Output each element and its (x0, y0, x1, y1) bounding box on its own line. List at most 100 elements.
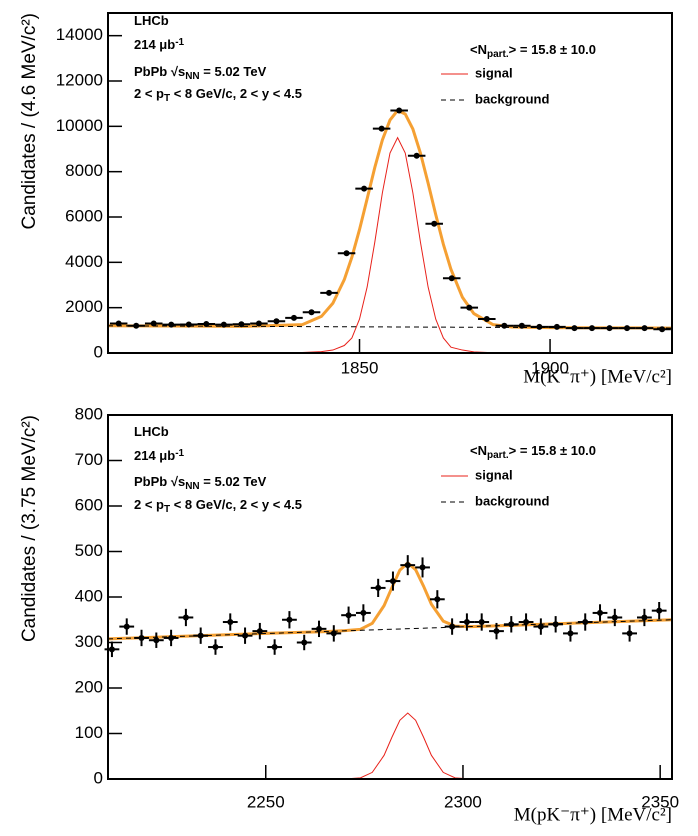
annotation-part: NN (185, 71, 199, 82)
data-point (434, 596, 441, 603)
y-tick-label: 6000 (65, 206, 103, 225)
x-tick-label: 1900 (531, 358, 569, 377)
curves (108, 560, 672, 779)
data-point (518, 322, 525, 329)
data-point (597, 609, 604, 616)
data-point (133, 322, 140, 329)
data-point (256, 628, 263, 635)
annotation: 2 < pT < 8 GeV/c, 2 < y < 4.5 (134, 497, 302, 515)
y-tick-label: 300 (75, 632, 103, 651)
data-point (271, 644, 278, 651)
data-point (286, 616, 293, 623)
data-point (227, 619, 234, 626)
data-point (449, 623, 456, 630)
x-tick-label: 1850 (341, 358, 379, 377)
data-point (290, 314, 297, 321)
data-point (123, 623, 130, 630)
data-point (659, 326, 666, 333)
annotation-part: <N (470, 443, 487, 458)
data-point (588, 325, 595, 332)
annotation-part: 214 μb (134, 448, 175, 463)
data-point (463, 619, 470, 626)
data-point (553, 323, 560, 330)
y-tick-label: 10000 (56, 116, 103, 135)
fit-curve (108, 712, 672, 779)
y-tick-label: 700 (75, 450, 103, 469)
data-point (466, 304, 473, 311)
y-tick-label: 200 (75, 677, 103, 696)
data-point (308, 309, 315, 316)
annotation-part: NN (185, 481, 199, 492)
y-tick-label: 400 (75, 586, 103, 605)
data-point (220, 321, 227, 328)
annotation-part: PbPb √s (134, 64, 185, 79)
data-point (493, 628, 500, 635)
data-point (419, 564, 426, 571)
data-point (448, 275, 455, 282)
data-point (478, 619, 485, 626)
data-point (273, 318, 280, 325)
data-point (483, 316, 490, 322)
data-point (404, 562, 411, 569)
data-point (656, 607, 663, 614)
data-point (168, 634, 175, 641)
data-point (197, 632, 204, 639)
y-tick-label: 0 (94, 342, 103, 361)
data-point (641, 614, 648, 621)
data-point (375, 584, 382, 591)
annotation-part: -1 (175, 37, 184, 48)
annotation-part: > = 15.8 ± 10.0 (509, 443, 596, 458)
annotation-part: <N (470, 42, 487, 57)
data-point (413, 152, 420, 159)
y-tick-label: 8000 (65, 161, 103, 180)
data-point (343, 250, 350, 257)
data-point (238, 321, 245, 328)
x-tick-label: 2300 (444, 792, 482, 811)
fit-curve (108, 108, 672, 330)
data-point (396, 107, 403, 114)
x-axis-label: M(pK⁻π⁺) [MeV/c²] (514, 804, 672, 825)
data-point (536, 323, 543, 330)
annotation-part: < 8 GeV/c, 2 < y < 4.5 (170, 497, 302, 512)
data-point (537, 623, 544, 630)
y-axis-label: Candidates / (3.75 MeV/c²) (19, 415, 40, 642)
data-point (567, 630, 574, 637)
annotation: LHCb (134, 13, 169, 28)
data-point (203, 320, 210, 327)
data-point (523, 619, 530, 626)
y-tick-label: 600 (75, 495, 103, 514)
y-tick-label: 800 (75, 404, 103, 423)
legend-label: signal (475, 65, 513, 80)
data-point (508, 621, 515, 628)
y-tick-label: 100 (75, 723, 103, 742)
data-point (389, 578, 396, 585)
y-tick-label: 2000 (65, 297, 103, 316)
data-point (626, 630, 633, 637)
data-point (138, 634, 145, 641)
data-point (108, 646, 115, 653)
y-tick-label: 500 (75, 541, 103, 560)
data-point (153, 637, 160, 644)
legend-label: background (475, 493, 549, 508)
x-tick-label: 2250 (247, 792, 285, 811)
annotation-part: PbPb √s (134, 474, 185, 489)
data-point (316, 625, 323, 632)
annotation: PbPb √sNN = 5.02 TeV (134, 64, 267, 82)
data-point (361, 185, 368, 192)
annotation-part: > = 15.8 ± 10.0 (509, 42, 596, 57)
y-tick-label: 14000 (56, 25, 103, 44)
annotation: LHCb (134, 424, 169, 439)
legend-label: background (475, 91, 549, 106)
annotation-part: part. (487, 450, 509, 461)
annotation: 214 μb-1 (134, 37, 185, 53)
annotation-part: 2 < p (134, 86, 164, 101)
data-point (185, 321, 192, 328)
chart-panel: 0 2000 4000 6000 8000 10000 12000 14000 1850 1900… (19, 12, 673, 387)
data-point (582, 619, 589, 626)
fit-curve (108, 136, 672, 353)
data-point (345, 612, 352, 619)
annotation-part: part. (487, 49, 509, 60)
annotation-part: LHCb (134, 424, 169, 439)
y-tick-label: 12000 (56, 70, 103, 89)
annotation-part: = 5.02 TeV (200, 474, 267, 489)
